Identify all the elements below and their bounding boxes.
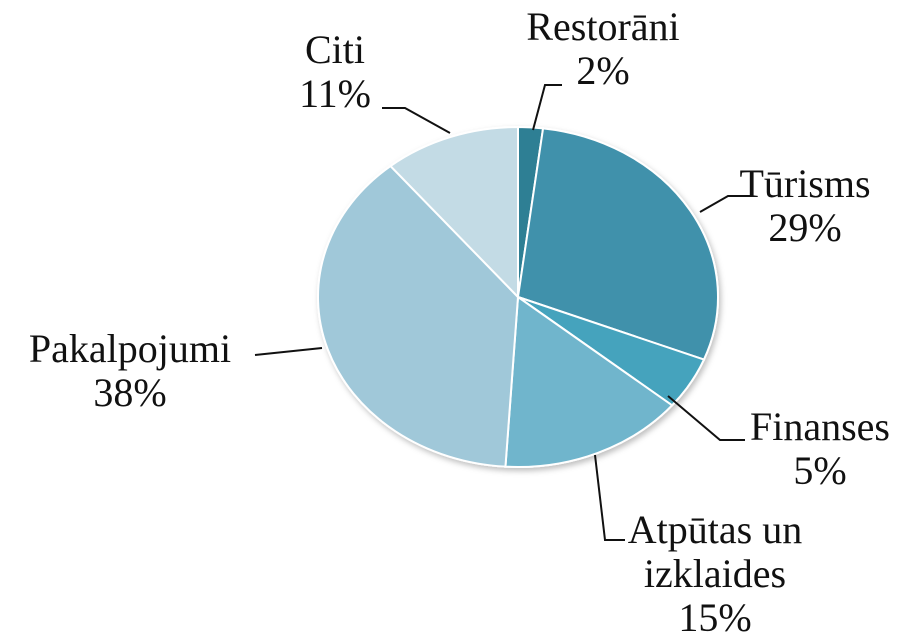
value-label: 11%: [299, 71, 371, 116]
category-label: Finanses: [750, 404, 890, 449]
value-label: 2%: [576, 48, 630, 93]
pie-slice: [504, 295, 674, 468]
slice-label: Pakalpojumi 38%: [29, 327, 231, 415]
value-label: 29%: [768, 205, 842, 250]
value-label: 5%: [793, 448, 847, 493]
category-label: Atpūtas un izklaides: [627, 507, 803, 596]
slice-label: Restorāni 2%: [526, 5, 679, 93]
category-label: Citi: [304, 27, 366, 72]
pie-slice: [317, 164, 520, 468]
leader-line: [699, 195, 750, 213]
category-label: Pakalpojumi: [28, 326, 232, 371]
value-label: 15%: [678, 595, 752, 635]
leader-line: [532, 84, 562, 131]
category-label: Tūrisms: [739, 161, 871, 206]
leader-line: [594, 454, 625, 541]
value-label: 38%: [93, 370, 167, 415]
pie-slice: [516, 127, 719, 361]
slice-label: Tūrisms 29%: [739, 162, 870, 250]
leader-line: [667, 395, 745, 441]
pie-slice: [388, 125, 519, 300]
leader-lines: [254, 84, 750, 541]
pie: [317, 125, 719, 468]
leader-line: [382, 107, 451, 134]
leader-line: [254, 347, 323, 356]
category-label: Restorāni: [526, 4, 680, 49]
slice-label: Finanses 5%: [750, 405, 890, 493]
slice-label: Citi 11%: [299, 28, 371, 116]
slice-label: Atpūtas un izklaides 15%: [614, 508, 816, 635]
